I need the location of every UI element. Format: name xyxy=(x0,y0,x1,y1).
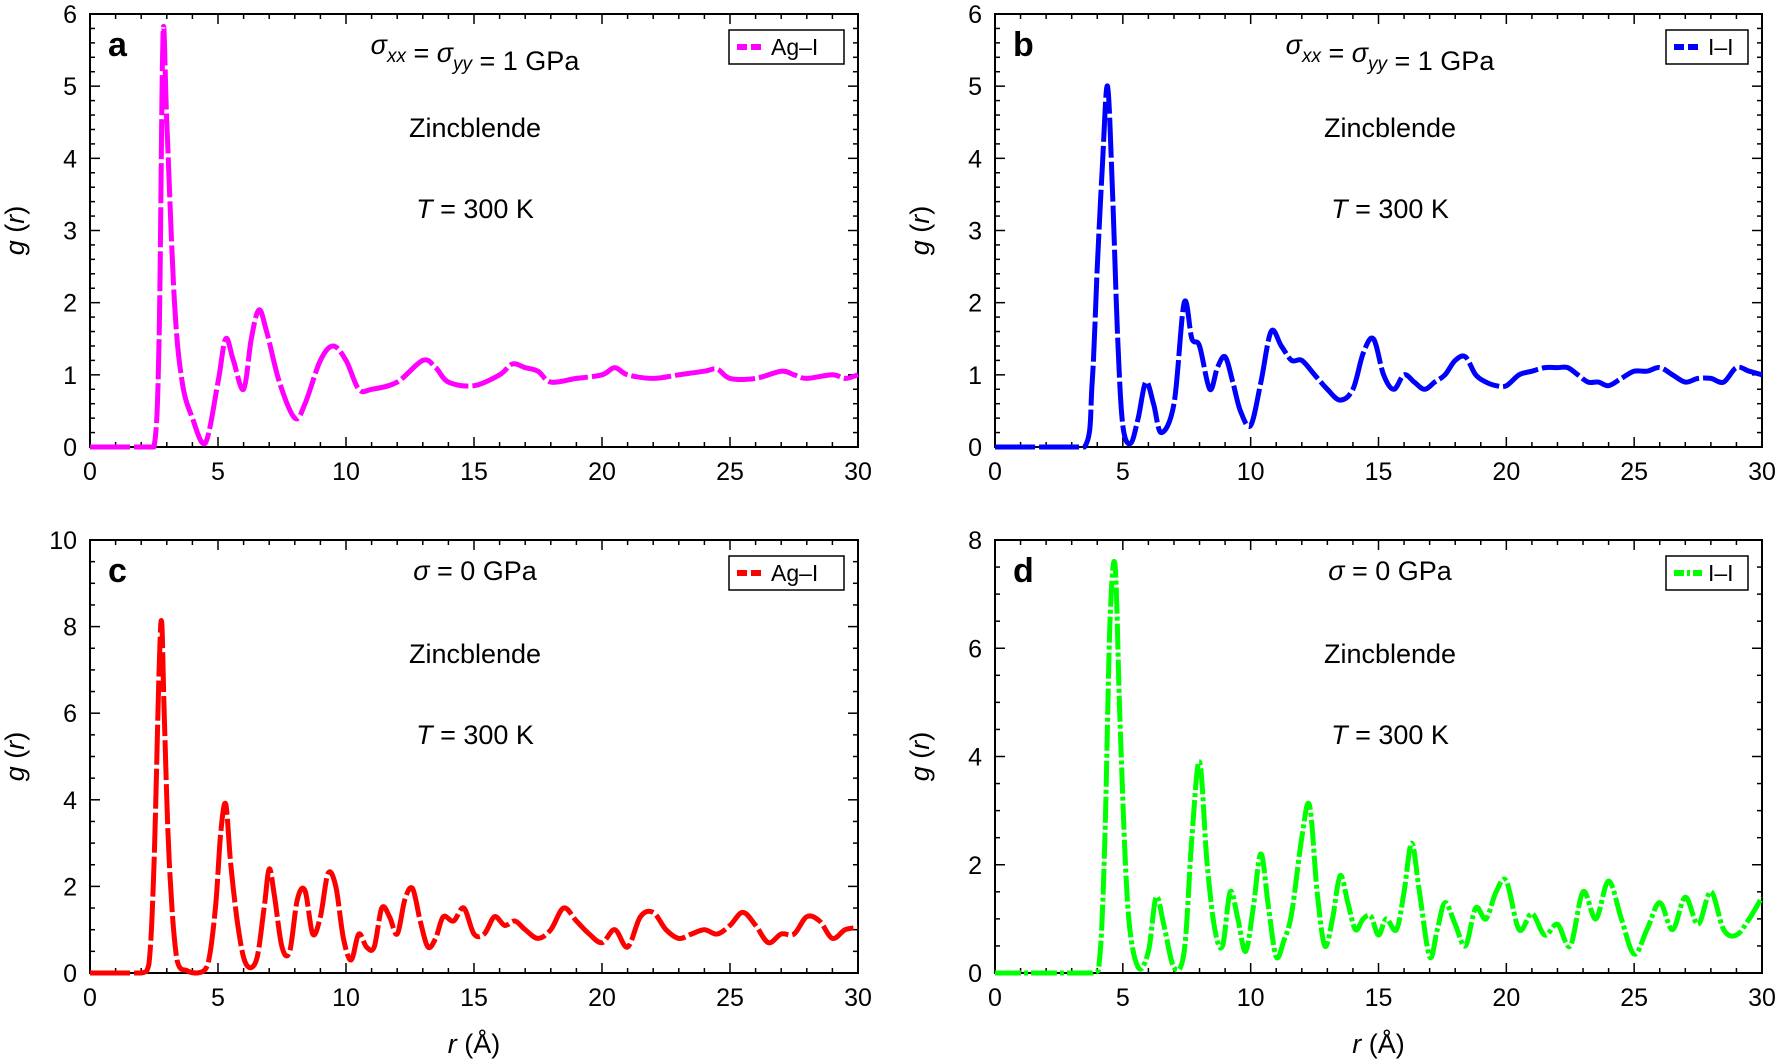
legend-box xyxy=(728,555,845,591)
x-tick-label: 15 xyxy=(460,458,488,486)
x-tick-label: 25 xyxy=(1620,458,1648,486)
annotation-1: Zincblende xyxy=(1324,113,1456,143)
y-tick-label: 0 xyxy=(63,434,77,462)
y-tick-label: 5 xyxy=(63,73,77,101)
panel-letter: b xyxy=(1013,26,1034,64)
legend-label: I–I xyxy=(1708,560,1734,586)
y-tick-label: 6 xyxy=(63,1,77,29)
x-tick-label: 20 xyxy=(588,984,616,1012)
annotation-2: T = 300 K xyxy=(1331,194,1449,224)
x-tick-label: 0 xyxy=(83,984,97,1012)
y-tick-label: 8 xyxy=(968,527,982,555)
x-tick-label: 30 xyxy=(1748,984,1776,1012)
y-tick-label: 6 xyxy=(63,700,77,728)
annotation-1: Zincblende xyxy=(1324,639,1456,669)
chart-panel-c: 0 5 10 15 20 25 30 0 2 4 6 8 10 g (r) r (Å) c σ = 0 GPa Z… xyxy=(0,527,872,1059)
y-axis-label: g (r) xyxy=(0,732,30,782)
x-axis-label: r (Å) xyxy=(448,1028,501,1059)
x-tick-label: 20 xyxy=(588,458,616,486)
x-tick-label: 20 xyxy=(1492,984,1520,1012)
x-tick-label: 5 xyxy=(211,984,225,1012)
legend-box xyxy=(728,29,845,65)
y-tick-label: 1 xyxy=(63,362,77,390)
x-tick-label: 10 xyxy=(1237,984,1265,1012)
x-tick-label: 30 xyxy=(844,458,872,486)
y-axis-label: g (r) xyxy=(905,206,935,256)
y-tick-label: 0 xyxy=(968,434,982,462)
x-tick-label: 5 xyxy=(1116,984,1130,1012)
y-tick-label: 2 xyxy=(968,290,982,318)
panel-letter: c xyxy=(108,552,127,590)
y-tick-label: 6 xyxy=(968,635,982,663)
x-tick-label: 0 xyxy=(988,984,1002,1012)
legend-label: Ag–I xyxy=(771,34,818,60)
x-tick-label: 10 xyxy=(332,458,360,486)
series-line-a xyxy=(90,24,859,450)
y-tick-label: 2 xyxy=(63,873,77,901)
x-tick-label: 30 xyxy=(1748,458,1776,486)
x-tick-label: 0 xyxy=(83,458,97,486)
panel-letter: a xyxy=(108,26,128,64)
x-tick-label: 30 xyxy=(844,984,872,1012)
panel-letter: d xyxy=(1013,552,1034,590)
x-tick-label: 15 xyxy=(460,984,488,1012)
annotation-2: T = 300 K xyxy=(1331,720,1449,750)
x-tick-label: 15 xyxy=(1365,458,1393,486)
legend-label: I–I xyxy=(1708,34,1734,60)
x-tick-label: 5 xyxy=(211,458,225,486)
y-tick-label: 0 xyxy=(63,960,77,988)
chart-panel-a: 0 5 10 15 20 25 30 0 1 2 3 4 5 6 g (r) a σxx = σyy = 1 G… xyxy=(0,1,872,486)
x-tick-label: 25 xyxy=(716,984,744,1012)
y-tick-label: 1 xyxy=(968,362,982,390)
annotation-2: T = 300 K xyxy=(416,720,534,750)
annotation-0: σxx = σyy = 1 GPa xyxy=(1286,30,1496,76)
y-axis-label: g (r) xyxy=(0,206,30,256)
x-tick-label: 25 xyxy=(716,458,744,486)
x-tick-label: 15 xyxy=(1365,984,1393,1012)
x-tick-label: 5 xyxy=(1116,458,1130,486)
annotation-1: Zincblende xyxy=(409,639,541,669)
x-tick-label: 25 xyxy=(1620,984,1648,1012)
annotation-0: σ = 0 GPa xyxy=(413,556,538,586)
y-tick-label: 2 xyxy=(63,290,77,318)
x-axis-label: r (Å) xyxy=(1352,1028,1405,1059)
x-tick-label: 20 xyxy=(1492,458,1520,486)
y-tick-label: 3 xyxy=(968,218,982,246)
annotation-2: T = 300 K xyxy=(416,194,534,224)
annotation-0: σxx = σyy = 1 GPa xyxy=(371,30,581,76)
y-tick-label: 3 xyxy=(63,218,77,246)
y-tick-label: 4 xyxy=(968,145,982,173)
chart-panel-d: 0 5 10 15 20 25 30 0 2 4 6 8 g (r) r (Å) d σ = 0 GPa Zin… xyxy=(905,527,1776,1059)
y-tick-label: 10 xyxy=(49,527,77,555)
chart-panel-b: 0 5 10 15 20 25 30 0 1 2 3 4 5 6 g (r) b σxx = σyy = 1 G… xyxy=(905,1,1776,486)
x-tick-label: 10 xyxy=(332,984,360,1012)
y-axis-label: g (r) xyxy=(905,732,935,782)
x-tick-label: 0 xyxy=(988,458,1002,486)
plot-frame xyxy=(89,539,859,974)
y-tick-label: 4 xyxy=(63,787,77,815)
annotation-1: Zincblende xyxy=(409,113,541,143)
y-tick-label: 6 xyxy=(968,1,982,29)
y-tick-label: 4 xyxy=(968,744,982,772)
x-tick-label: 10 xyxy=(1237,458,1265,486)
y-tick-label: 0 xyxy=(968,960,982,988)
plot-frame xyxy=(89,13,859,448)
y-tick-label: 2 xyxy=(968,852,982,880)
y-tick-label: 4 xyxy=(63,145,77,173)
annotation-0: σ = 0 GPa xyxy=(1328,556,1453,586)
legend-label: Ag–I xyxy=(771,560,818,586)
series-line-d xyxy=(995,558,1765,976)
plot-frame xyxy=(994,13,1763,448)
y-tick-label: 8 xyxy=(63,614,77,642)
y-tick-label: 5 xyxy=(968,73,982,101)
series-line-c xyxy=(90,618,859,976)
